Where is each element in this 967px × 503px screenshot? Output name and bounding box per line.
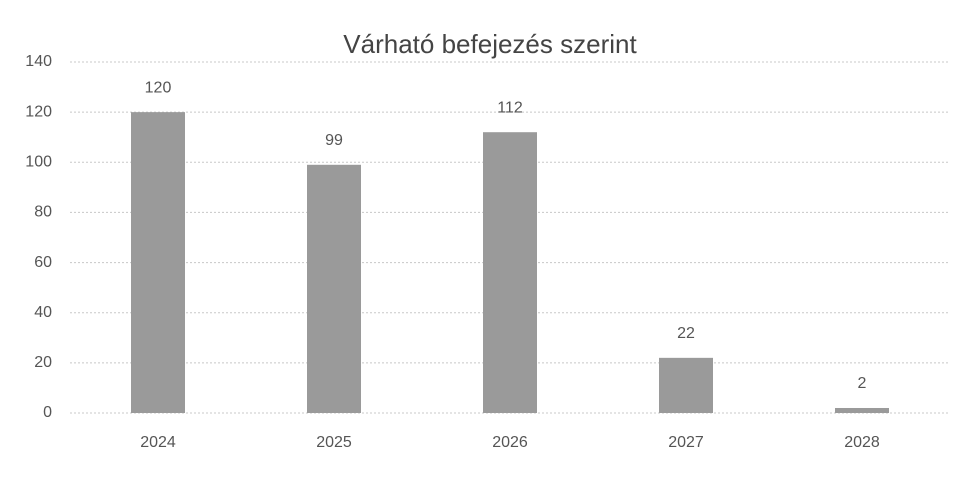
bar: [483, 132, 537, 413]
x-tick-label: 2026: [492, 434, 528, 451]
data-label: 22: [677, 325, 695, 342]
y-tick-label: 100: [25, 154, 52, 171]
data-label: 2: [858, 375, 867, 392]
data-label: 112: [497, 99, 523, 116]
bar: [307, 164, 361, 413]
y-tick-label: 0: [43, 404, 52, 421]
chart-title: Várható befejezés szerint: [343, 29, 637, 59]
y-tick-label: 140: [25, 53, 52, 70]
data-label: 99: [325, 132, 343, 149]
x-tick-label: 2028: [844, 434, 880, 451]
y-tick-label: 20: [34, 354, 52, 371]
y-tick-label: 40: [34, 304, 52, 321]
y-tick-label: 120: [25, 103, 52, 120]
y-tick-label: 60: [34, 254, 52, 271]
bar: [835, 407, 889, 413]
x-tick-label: 2024: [140, 434, 176, 451]
data-label: 120: [145, 79, 172, 96]
x-tick-label: 2027: [668, 434, 704, 451]
bar: [659, 357, 713, 413]
y-tick-label: 80: [34, 204, 52, 221]
bar: [131, 112, 185, 414]
x-tick-label: 2025: [316, 434, 352, 451]
